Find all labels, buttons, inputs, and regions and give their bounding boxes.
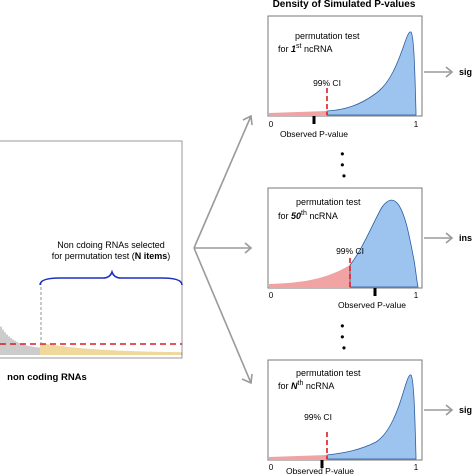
density-panel-1-xlabel: Observed P-value	[280, 129, 348, 139]
density-panel-2-result: ins	[459, 233, 472, 243]
density-panel-1-test-line2: for 1st ncRNA	[278, 43, 333, 54]
density-panel-3-result-arrowhead	[445, 404, 454, 416]
density-panel-2-tick-0: 0	[269, 291, 274, 300]
density-panel-3-test-line1: permutation test	[296, 368, 361, 378]
density-panel-1-tail	[269, 111, 327, 115]
density-panel-3-test-line2: for Nth ncRNA	[278, 380, 334, 391]
bracket-label-prefix: for permutation test (	[52, 251, 135, 261]
bracket-label-line1: Non cdoing RNAs selected	[57, 240, 165, 250]
density-panel-3: permutation test for Nth ncRNA 99% CI 0 …	[267, 359, 472, 474]
density-panel-1-result: sig	[459, 67, 472, 77]
dot: •	[340, 319, 344, 333]
density-panel-1-test-line1: permutation test	[295, 31, 360, 41]
density-panel-2-test-line2: for 50th ncRNA	[278, 210, 338, 221]
ellipsis-dots-1: • • •	[340, 147, 348, 183]
dot: •	[340, 147, 344, 161]
bracket-label-line2: for permutation test (N items)	[52, 251, 171, 261]
bracket-label-suffix: )	[167, 251, 170, 261]
arrow-to-panel-1-head	[242, 114, 253, 126]
ncrna-ranking-panel: Non cdoing RNAs selected for permutation…	[0, 140, 183, 383]
density-panel-3-tick-0: 0	[269, 463, 274, 472]
density-panel-3-tail	[269, 455, 327, 459]
density-panel-2-ci-label: 99% CI	[336, 246, 364, 256]
density-panel-1-tick-0: 0	[269, 120, 274, 129]
density-panel-2-xlabel: Observed P-value	[338, 300, 406, 310]
density-panel-2-result-arrowhead	[445, 232, 454, 244]
density-panel-2-test-line1: permutation test	[296, 197, 361, 207]
density-panel-3-xlabel: Observed P-value	[286, 466, 354, 474]
ranking-plot-frame	[0, 140, 183, 359]
density-panel-1-curve	[326, 31, 417, 116]
fanout-arrows	[193, 114, 253, 385]
arrow-to-panel-3-head	[241, 373, 253, 385]
density-panel-1: permutation test for 1st ncRNA 99% CI 0 …	[267, 15, 472, 139]
bracket-label-bold: N items	[135, 251, 168, 261]
ellipsis-dots-2: • • •	[340, 319, 348, 355]
density-panel-3-curve	[326, 374, 417, 460]
density-panel-2-curve	[349, 199, 419, 288]
density-panel-3-tick-1: 1	[414, 463, 419, 472]
density-panel-3-ci-label: 99% CI	[304, 412, 332, 422]
density-panel-2-tail	[269, 265, 350, 287]
ncrna-bars	[0, 326, 182, 355]
selection-bracket	[39, 269, 183, 286]
density-panel-1-ci-label: 99% CI	[313, 78, 341, 88]
ranking-xlabel: non coding RNAs	[7, 372, 87, 383]
arrow-to-panel-3	[193, 247, 252, 384]
dot: •	[342, 341, 346, 355]
diagram-title: Density of Simulated P-values	[273, 0, 416, 10]
dot: •	[342, 169, 346, 183]
density-panel-1-result-arrowhead	[445, 66, 454, 78]
density-panel-3-result: sig	[459, 405, 472, 415]
arrow-to-panel-2-head	[244, 242, 253, 254]
density-panel-1-tick-1: 1	[414, 120, 419, 129]
arrow-to-panel-1	[193, 115, 252, 249]
dot: •	[340, 330, 344, 344]
dot: •	[340, 158, 344, 172]
density-panel-2: permutation test for 50th ncRNA 99% CI 0…	[267, 187, 472, 310]
density-panel-2-tick-1: 1	[414, 291, 419, 300]
